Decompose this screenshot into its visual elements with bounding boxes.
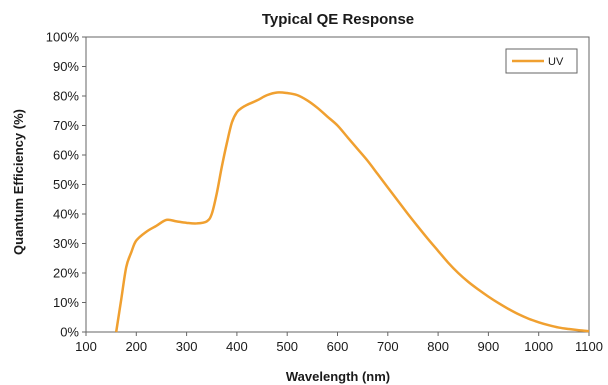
y-tick-label: 20% (53, 266, 79, 281)
y-axis-ticks: 0% 10% 20% 30% 40% 50% 60% 70% 80% 90% 100% (46, 30, 86, 340)
legend: UV (505, 48, 578, 74)
y-tick-label: 60% (53, 148, 79, 163)
y-tick-label: 100% (46, 30, 80, 45)
x-axis-label: Wavelength (nm) (286, 369, 390, 384)
x-tick-label: 100 (75, 339, 97, 354)
x-tick-label: 200 (125, 339, 147, 354)
y-tick-label: 40% (53, 207, 79, 222)
x-tick-label: 400 (226, 339, 248, 354)
x-tick-label: 1000 (524, 339, 553, 354)
x-tick-label: 1100 (575, 339, 603, 354)
chart-title: Typical QE Response (262, 11, 414, 28)
x-tick-label: 600 (327, 339, 349, 354)
plot-area (85, 36, 590, 333)
series-layer (114, 91, 590, 333)
y-tick-label: 10% (53, 295, 79, 310)
legend-label-uv: UV (548, 56, 564, 68)
x-tick-label: 800 (427, 339, 449, 354)
y-tick-label: 50% (53, 177, 79, 192)
x-tick-label: 700 (377, 339, 399, 354)
series-line-uv (114, 91, 590, 333)
y-tick-label: 30% (53, 236, 79, 251)
x-tick-label: 300 (176, 339, 198, 354)
y-tick-label: 80% (53, 89, 79, 104)
y-tick-label: 0% (60, 325, 79, 340)
y-tick-label: 90% (53, 59, 79, 74)
y-tick-label: 70% (53, 118, 79, 133)
y-axis-label: Quantum Efficiency (%) (11, 109, 26, 255)
x-tick-label: 900 (478, 339, 500, 354)
x-tick-label: 500 (276, 339, 298, 354)
x-axis-ticks: 100 200 300 400 500 600 700 800 900 1000 1100 (75, 332, 603, 354)
